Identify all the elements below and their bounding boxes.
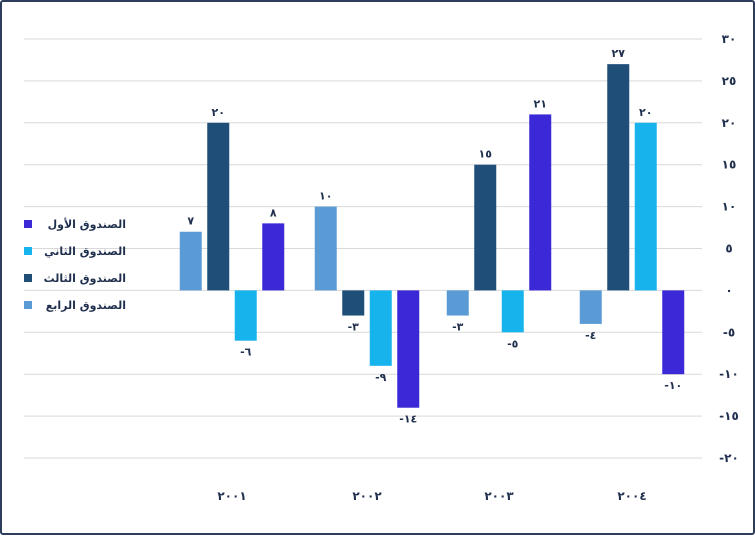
y-tick-label: -١٥ [719, 409, 739, 423]
bar [634, 122, 657, 291]
bar [262, 223, 285, 291]
x-tick-label: ٢٠٠١ [217, 489, 246, 503]
x-tick-label: ٢٠٠٣ [484, 489, 514, 503]
data-label: ٨ [270, 206, 277, 219]
x-tick-label: ٢٠٠٢ [352, 489, 382, 503]
y-tick-label: ٣٠ [722, 32, 737, 46]
legend-swatch [24, 247, 32, 255]
bar [662, 290, 685, 375]
data-label: -٣ [348, 321, 360, 334]
bar [579, 290, 602, 324]
data-label: -١٠ [664, 379, 682, 392]
bar [446, 290, 469, 316]
data-label: -٤ [585, 329, 596, 342]
legend-swatch [24, 220, 32, 228]
data-label: -٥ [507, 337, 519, 350]
data-label: ٢٧ [612, 47, 626, 60]
y-tick-label: ٢٥ [722, 74, 737, 88]
bar [207, 122, 230, 291]
legend-label: الصندوق الأول [48, 217, 126, 231]
bar [474, 164, 497, 291]
y-tick-label: ١٥ [722, 158, 737, 172]
y-tick-label: ٢٠ [722, 116, 737, 130]
data-label: ٢٠ [639, 106, 652, 119]
data-label: ١٠ [319, 190, 332, 203]
legend-swatch [24, 301, 32, 309]
data-label: ٧ [187, 215, 194, 228]
data-label: ٢١ [534, 97, 547, 110]
bar [501, 290, 524, 333]
legend-label: الصندوق الثاني [44, 245, 126, 258]
y-tick-label: ١٠ [722, 200, 737, 214]
legend-label: الصندوق الرابع [46, 299, 126, 312]
x-tick-label: ٢٠٠٤ [617, 489, 646, 503]
y-tick-label: ٠ [725, 283, 732, 297]
bar [314, 206, 337, 291]
y-tick-label: -٥ [723, 325, 735, 339]
bar [529, 114, 552, 291]
y-tick-label: -١٠ [719, 367, 739, 381]
bar [234, 290, 257, 341]
data-label: ٢٠ [212, 106, 225, 119]
y-tick-label: ٥ [725, 242, 732, 256]
legend-swatch [24, 274, 32, 282]
y-tick-label: -٢٠ [719, 451, 739, 465]
bar [342, 290, 365, 316]
data-label: -١٤ [399, 413, 417, 426]
data-label: -٦ [240, 346, 252, 359]
bar [397, 290, 420, 408]
legend-label: الصندوق الثالث [44, 272, 126, 285]
data-label: ١٥ [479, 148, 493, 161]
bar [369, 290, 392, 366]
data-label: -٣ [452, 321, 464, 334]
bar [179, 231, 202, 291]
bar [607, 64, 630, 291]
data-label: -٩ [375, 371, 387, 384]
